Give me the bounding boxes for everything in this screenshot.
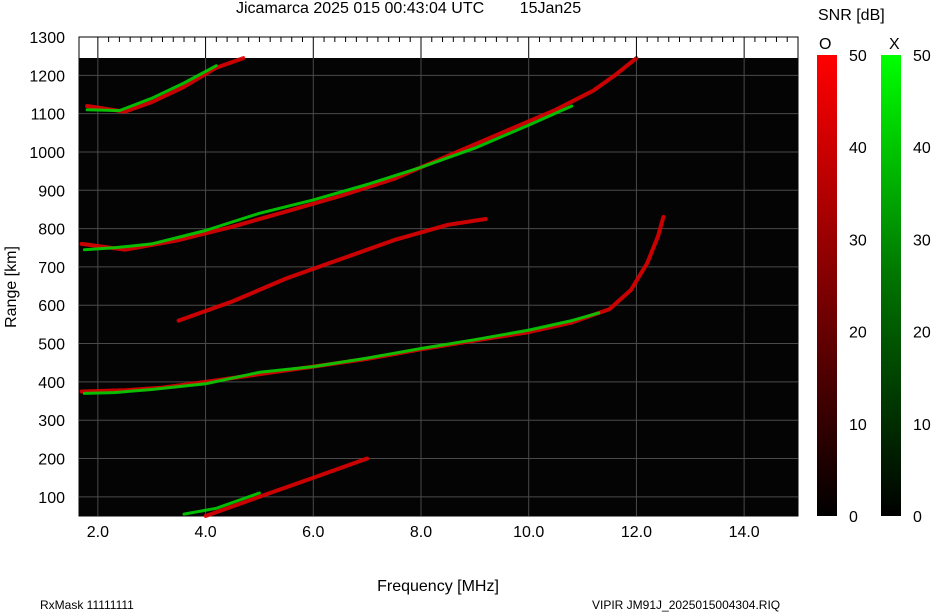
colorbar-o-tick-label: 0	[849, 509, 858, 526]
y-tick-label: 600	[38, 298, 65, 315]
colorbar-x-tick-label: 40	[913, 140, 931, 157]
colorbar-x-tick-label: 10	[913, 417, 931, 434]
grid-lines	[79, 58, 798, 516]
colorbar-x-tick-label: 30	[913, 232, 931, 249]
echo-trace-o	[203, 456, 370, 518]
x-tick-label: 2.0	[87, 524, 109, 541]
colorbar-x	[881, 55, 901, 516]
colorbar-x-tick-label: 0	[913, 509, 922, 526]
file-label: VIPIR JM91J_2025015004304.RIQ	[592, 598, 781, 612]
colorbar-title: SNR [dB]	[818, 7, 885, 24]
echo-trace-o	[79, 56, 639, 252]
x-tick-label: 4.0	[194, 524, 216, 541]
colorbar-x-tick-label: 50	[913, 48, 931, 65]
x-tick-labels: 2.0 4.0 6.0 8.0 10.0 12.0 14.0	[87, 524, 760, 541]
echo-traces	[79, 56, 666, 518]
colorbar-o-tick-label: 30	[849, 232, 867, 249]
colorbar-o-tick-label: 50	[849, 48, 867, 65]
colorbar-x-label: X	[889, 36, 900, 53]
rx-mask-label: RxMask 11111111	[40, 598, 134, 612]
y-tick-label: 900	[38, 183, 65, 200]
y-tick-label: 1300	[29, 30, 65, 47]
y-tick-label: 800	[38, 222, 65, 239]
echo-trace-x	[82, 104, 574, 252]
y-axis-label: Range [km]	[3, 246, 20, 328]
colorbar-ticks: 0 0 10 10 20 20 30 30 40 40 50 50	[849, 48, 931, 526]
x-tick-label: 10.0	[513, 524, 544, 541]
chart-date: 15Jan25	[519, 0, 582, 17]
y-tick-label: 400	[38, 375, 65, 392]
plot-area	[79, 58, 798, 516]
colorbar-x-tick-label: 20	[913, 325, 931, 342]
colorbar-o-tick-label: 20	[849, 325, 867, 342]
y-tick-labels: 100 200 300 400 500 600 700 800 900 1000 1100 1200 1…	[29, 30, 65, 507]
x-tick-label: 6.0	[302, 524, 324, 541]
y-tick-label: 500	[38, 337, 65, 354]
x-tick-label: 12.0	[621, 524, 652, 541]
x-tick-label: 14.0	[729, 524, 760, 541]
colorbar-o	[817, 55, 837, 516]
y-tick-label: 100	[38, 490, 65, 507]
y-tick-label: 1200	[29, 68, 65, 85]
y-tick-label: 1100	[31, 107, 66, 124]
y-tick-label: 1000	[29, 145, 65, 162]
x-axis-label: Frequency [MHz]	[377, 578, 499, 595]
colorbar-o-label: O	[819, 36, 831, 53]
echo-trace-x	[82, 311, 601, 395]
echo-trace-x	[182, 491, 261, 516]
chart-title: Jicamarca 2025 015 00:43:04 UTC 15Jan25	[236, 0, 582, 17]
echo-trace-x	[85, 64, 218, 113]
y-tick-label: 200	[38, 452, 65, 469]
y-tick-label: 300	[38, 413, 65, 430]
echo-trace-o	[176, 217, 488, 323]
x-tick-label: 8.0	[410, 524, 432, 541]
colorbar-o-tick-label: 40	[849, 140, 867, 157]
axis-ticks	[97, 37, 788, 59]
y-tick-label: 700	[38, 260, 65, 277]
colorbar-o-tick-label: 10	[849, 417, 867, 434]
